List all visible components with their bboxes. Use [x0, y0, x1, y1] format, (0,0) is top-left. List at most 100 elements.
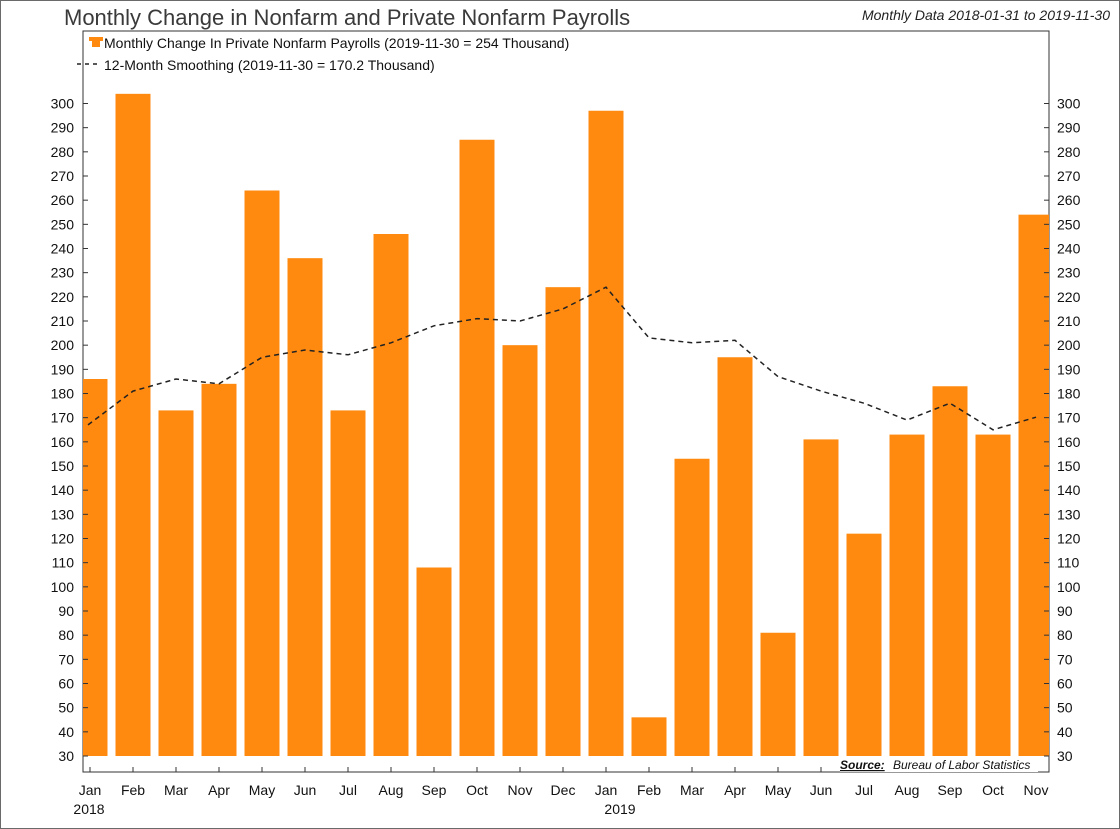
chart-title: Monthly Change in Nonfarm and Private No…	[64, 5, 631, 30]
y-tick-label-left-80: 80	[58, 627, 74, 643]
bar-jan-0	[83, 379, 108, 756]
x-tick-label-sep-8: Sep	[422, 782, 447, 798]
y-tick-label-left-30: 30	[58, 748, 74, 764]
bar-oct-21	[975, 434, 1011, 756]
bar-nov-22	[1018, 214, 1049, 756]
y-tick-label-left-140: 140	[51, 482, 75, 498]
y-tick-label-right-250: 250	[1057, 216, 1081, 232]
y-tick-label-left-270: 270	[51, 168, 75, 184]
y-tick-label-left-210: 210	[51, 313, 75, 329]
smoothing-series	[87, 286, 1037, 431]
x-year-label-2018: 2018	[73, 801, 104, 817]
x-tick-label-aug-7: Aug	[379, 782, 404, 798]
x-tick-label-mar-14: Mar	[680, 782, 704, 798]
bar-jan-12	[588, 110, 624, 756]
y-tick-label-left-200: 200	[51, 337, 75, 353]
legend-bar-label: Monthly Change In Private Nonfarm Payrol…	[104, 35, 569, 51]
smoothing-line	[87, 286, 1037, 431]
y-tick-label-left-50: 50	[58, 700, 74, 716]
bar-feb-13	[631, 717, 667, 756]
bar-nov-10	[502, 345, 538, 756]
bar-jun-5	[287, 258, 323, 756]
x-tick-label-sep-20: Sep	[938, 782, 963, 798]
source-text: Bureau of Labor Statistics	[893, 758, 1030, 772]
y-tick-label-right-290: 290	[1057, 120, 1081, 136]
y-tick-label-left-250: 250	[51, 216, 75, 232]
source-background	[840, 757, 1038, 772]
y-tick-label-right-130: 130	[1057, 506, 1081, 522]
x-tick-label-dec-11: Dec	[551, 782, 576, 798]
y-tick-label-right-120: 120	[1057, 531, 1081, 547]
x-tick-label-jan-0: Jan	[79, 782, 102, 798]
y-tick-label-left-130: 130	[51, 506, 75, 522]
x-tick-label-nov-22: Nov	[1024, 782, 1049, 798]
y-tick-label-right-40: 40	[1057, 724, 1073, 740]
bar-may-16	[760, 632, 796, 756]
y-tick-label-right-180: 180	[1057, 386, 1081, 402]
bar-jul-6	[330, 410, 366, 756]
y-tick-label-left-260: 260	[51, 192, 75, 208]
bar-feb-1	[115, 93, 151, 757]
y-tick-label-left-100: 100	[51, 579, 75, 595]
bar-aug-19	[889, 434, 925, 756]
y-tick-label-left-160: 160	[51, 434, 75, 450]
y-tick-label-left-120: 120	[51, 531, 75, 547]
y-tick-label-left-190: 190	[51, 361, 75, 377]
chart-subtitle: Monthly Data 2018-01-31 to 2019-11-30	[861, 7, 1110, 23]
y-tick-label-right-270: 270	[1057, 168, 1081, 184]
y-tick-label-right-150: 150	[1057, 458, 1081, 474]
x-tick-label-jul-18: Jul	[855, 782, 873, 798]
y-tick-label-right-50: 50	[1057, 700, 1073, 716]
x-tick-label-apr-15: Apr	[724, 782, 746, 798]
x-axis: Jan Feb Mar Apr May Jun Jul Aug Sep Oct Nov Dec Jan F…	[73, 767, 1048, 817]
y-tick-label-right-200: 200	[1057, 337, 1081, 353]
x-tick-label-mar-2: Mar	[164, 782, 188, 798]
y-tick-label-right-160: 160	[1057, 434, 1081, 450]
y-tick-label-left-280: 280	[51, 144, 75, 160]
y-tick-label-left-60: 60	[58, 676, 74, 692]
y-tick-label-left-70: 70	[58, 651, 74, 667]
y-tick-label-right-240: 240	[1057, 241, 1081, 257]
bar-mar-2	[158, 410, 194, 756]
legend: Monthly Change In Private Nonfarm Payrol…	[77, 35, 569, 73]
y-tick-label-left-40: 40	[58, 724, 74, 740]
y-tick-label-right-170: 170	[1057, 410, 1081, 426]
y-tick-label-left-180: 180	[51, 386, 75, 402]
y-tick-label-right-140: 140	[1057, 482, 1081, 498]
x-tick-label-may-16: May	[765, 782, 791, 798]
y-tick-label-left-220: 220	[51, 289, 75, 305]
y-tick-label-right-80: 80	[1057, 627, 1073, 643]
y-tick-label-left-110: 110	[52, 555, 75, 571]
y-axis-right: 30 40 50 60 70 80 90 100 110 120 130 140 150 160 170 18…	[1044, 96, 1081, 764]
y-tick-label-left-290: 290	[51, 120, 75, 136]
source-note: Source: Bureau of Labor Statistics	[840, 757, 1038, 772]
y-tick-label-right-30: 30	[1057, 748, 1073, 764]
source-label: Source:	[840, 758, 885, 772]
y-tick-label-left-150: 150	[51, 458, 75, 474]
bar-sep-20	[932, 386, 968, 756]
x-tick-label-feb-1: Feb	[121, 782, 145, 798]
bar-series	[83, 93, 1049, 757]
bar-apr-15	[717, 357, 753, 756]
bar-mar-14	[674, 458, 710, 756]
y-axis-left: 30 40 50 60 70 80 90 100 110 120 130 140 150 160 170 18…	[51, 96, 88, 764]
y-tick-label-left-90: 90	[58, 603, 74, 619]
bar-apr-3	[201, 383, 237, 756]
y-tick-label-right-60: 60	[1057, 676, 1073, 692]
y-tick-label-right-100: 100	[1057, 579, 1081, 595]
legend-bar-swatch-top	[89, 37, 103, 41]
y-tick-label-right-300: 300	[1057, 96, 1081, 112]
bar-jul-18	[846, 533, 882, 756]
x-tick-label-oct-9: Oct	[466, 782, 488, 798]
y-tick-label-left-300: 300	[51, 96, 75, 112]
bar-dec-11	[545, 287, 581, 756]
y-tick-label-right-210: 210	[1057, 313, 1081, 329]
y-tick-label-right-110: 110	[1057, 555, 1080, 571]
x-year-label-2019: 2019	[604, 801, 635, 817]
y-tick-label-right-280: 280	[1057, 144, 1081, 160]
x-tick-label-feb-13: Feb	[637, 782, 661, 798]
y-tick-label-right-190: 190	[1057, 361, 1081, 377]
x-tick-label-oct-21: Oct	[982, 782, 1004, 798]
x-tick-label-aug-19: Aug	[895, 782, 920, 798]
